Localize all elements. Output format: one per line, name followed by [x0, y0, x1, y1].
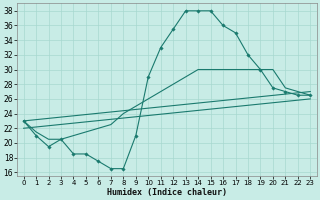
X-axis label: Humidex (Indice chaleur): Humidex (Indice chaleur)	[107, 188, 227, 197]
